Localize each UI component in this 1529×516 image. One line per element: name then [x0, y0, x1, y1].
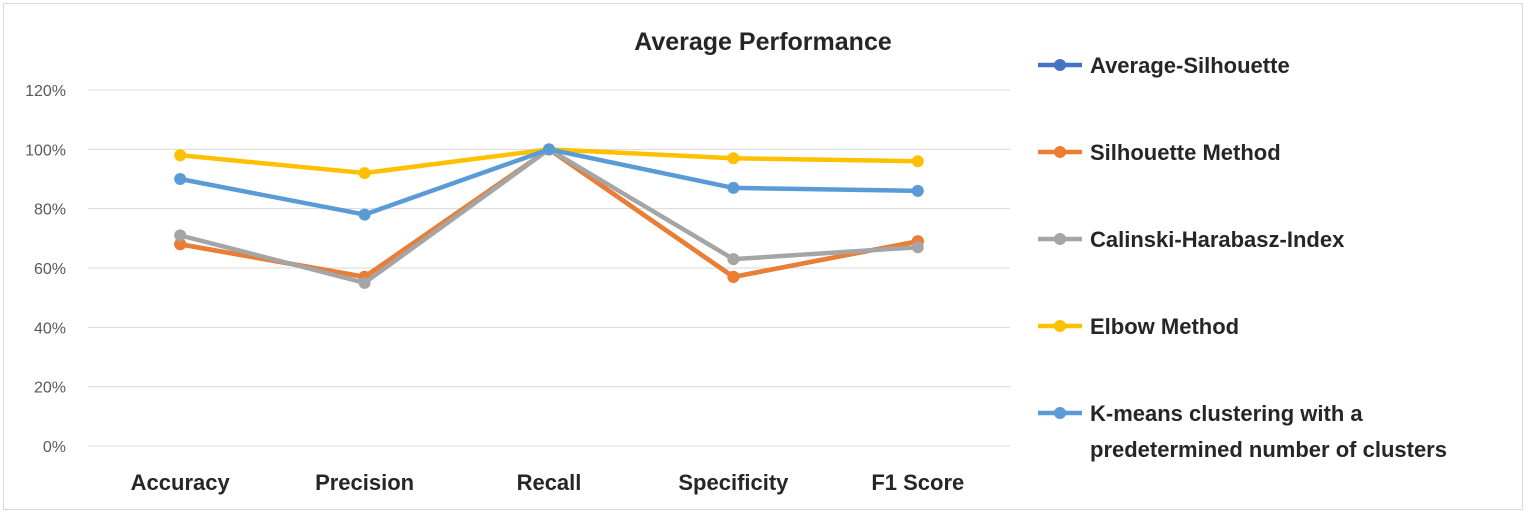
x-tick-label: Accuracy: [131, 470, 231, 495]
y-tick-label: 80%: [34, 202, 66, 219]
legend-item-3[interactable]: Elbow Method: [1038, 314, 1239, 339]
y-tick-label: 120%: [25, 83, 66, 100]
data-point: [174, 229, 187, 242]
x-tick-label: Precision: [315, 470, 414, 495]
y-tick-label: 100%: [25, 142, 66, 159]
legend-label: predetermined number of clusters: [1090, 437, 1447, 462]
data-point: [727, 152, 740, 165]
chart-title: Average Performance: [634, 28, 892, 56]
legend-label: Average-Silhouette: [1090, 53, 1290, 78]
legend-label: Elbow Method: [1090, 314, 1239, 339]
data-point: [358, 167, 371, 180]
data-point: [358, 208, 371, 221]
legend-marker: [1054, 233, 1066, 245]
legend-marker: [1054, 320, 1066, 332]
legend-label: Calinski-Harabasz-Index: [1090, 227, 1345, 252]
series-line: [177, 147, 921, 280]
legend-item-1[interactable]: Silhouette Method: [1038, 140, 1281, 165]
y-tick-label: 40%: [34, 320, 66, 337]
data-point: [174, 173, 187, 185]
legend-item-2[interactable]: Calinski-Harabasz-Index: [1038, 227, 1345, 252]
data-point: [727, 270, 740, 283]
y-tick-label: 60%: [34, 261, 66, 278]
data-point: [911, 184, 924, 197]
legend-item-0[interactable]: Average-Silhouette: [1038, 53, 1290, 78]
series-line: [177, 147, 921, 280]
x-axis: Accuracy Precision Recall Specificity F1 Sco…: [131, 470, 965, 495]
series-4: [174, 143, 924, 221]
data-point: [543, 143, 555, 156]
x-tick-label: Recall: [517, 470, 582, 495]
data-point: [358, 276, 371, 289]
data-point: [911, 241, 924, 254]
legend-marker: [1054, 407, 1066, 419]
legend-label: K-means clustering with a: [1090, 401, 1363, 426]
data-point: [911, 155, 924, 168]
data-point: [727, 253, 740, 266]
legend-marker: [1054, 59, 1066, 71]
legend-marker: [1054, 146, 1066, 158]
data-point: [174, 238, 187, 251]
data-point: [174, 149, 187, 162]
series-lines: [174, 143, 924, 289]
legend-item-4[interactable]: K-means clustering with a predetermined n…: [1038, 401, 1447, 462]
y-axis: 0% 20% 40% 60% 80% 100% 120%: [25, 83, 66, 456]
y-tick-label: 0%: [43, 439, 66, 456]
data-point: [727, 181, 740, 194]
x-tick-label: Specificity: [678, 470, 789, 495]
legend[interactable]: Average-Silhouette Silhouette Method Calin…: [1038, 53, 1447, 462]
x-tick-label: F1 Score: [871, 470, 964, 495]
y-tick-label: 20%: [34, 380, 66, 397]
legend-label: Silhouette Method: [1090, 140, 1281, 165]
